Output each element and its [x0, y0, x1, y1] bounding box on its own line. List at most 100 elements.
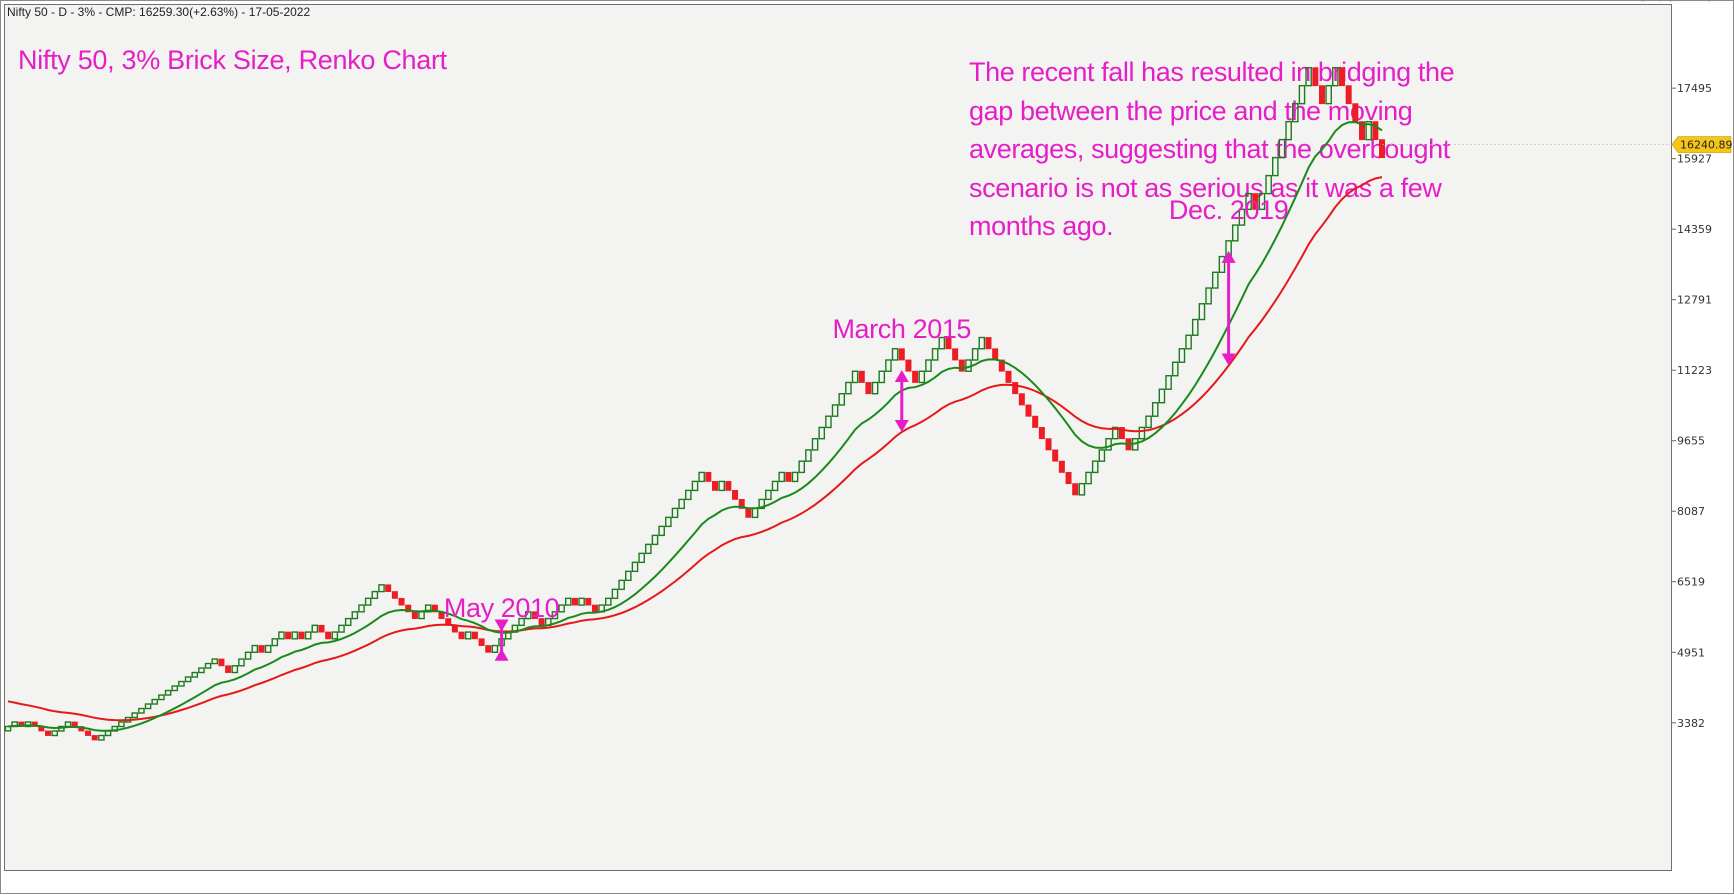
renko-brick-up [645, 543, 652, 555]
commentary-text: The recent fall has resulted in bridging… [969, 57, 1455, 241]
renko-brick-up [378, 584, 385, 593]
renko-brick-up [311, 624, 319, 633]
y-tick-label: 11223 [1677, 364, 1712, 377]
renko-brick-up [925, 359, 932, 372]
renko-brick-up [1332, 66, 1339, 87]
renko-brick-up [845, 381, 852, 395]
renko-brick-up [1365, 120, 1372, 141]
renko-brick-up [1085, 471, 1092, 485]
renko-brick-down [1339, 67, 1346, 87]
renko-brick-up [1138, 426, 1146, 440]
renko-brick-up [144, 703, 152, 710]
renko-brick-down [45, 730, 52, 736]
plot-area [4, 4, 1672, 871]
renko-brick-down [738, 499, 745, 509]
renko-brick-down [1025, 404, 1032, 417]
renko-brick-down [1005, 370, 1012, 383]
renko-brick-up [1238, 208, 1246, 226]
renko-brick-down [1312, 67, 1319, 87]
fast-moving-average-line [7, 121, 1383, 732]
renko-brick-down [732, 490, 739, 500]
renko-brick-up [1325, 84, 1332, 105]
renko-brick-up [98, 734, 105, 741]
renko-brick-up [938, 336, 946, 350]
renko-brick-up [611, 588, 619, 600]
renko-brick-up [291, 631, 299, 640]
renko-brick-down [478, 638, 485, 646]
renko-brick-down [1118, 427, 1125, 440]
renko-brick-up [178, 680, 185, 687]
renko-brick-down [958, 359, 965, 372]
renko-brick-up [1198, 303, 1206, 321]
renko-brick-up [831, 404, 839, 417]
renko-brick-up [564, 597, 572, 606]
renko-brick-up [371, 590, 379, 600]
renko-brick-up [625, 570, 632, 582]
renko-brick-down [285, 631, 292, 640]
renko-brick-up [805, 449, 812, 462]
slow-moving-average-line [7, 176, 1383, 722]
renko-brick-up [131, 712, 139, 719]
renko-brick-up [251, 644, 259, 653]
renko-brick-up [1178, 348, 1186, 363]
renko-brick-up [1191, 318, 1199, 336]
renko-brick-down [298, 631, 305, 640]
renko-brick-up [1211, 271, 1219, 289]
renko-brick-up [171, 685, 179, 692]
renko-brick-up [678, 498, 685, 510]
renko-brick-up [631, 561, 639, 573]
renko-brick-up [818, 426, 826, 440]
annotation-label: March 2015 [832, 314, 971, 344]
renko-brick-down [571, 597, 578, 606]
renko-brick-up [1171, 361, 1179, 377]
y-tick-label: 4951 [1677, 646, 1705, 659]
renko-brick-up [658, 525, 665, 537]
renko-brick-down [865, 382, 872, 395]
renko-brick-up [1145, 415, 1152, 429]
y-tick-label: 9655 [1677, 435, 1705, 448]
gap-arrow-head-up [1221, 250, 1236, 263]
renko-brick-up [138, 707, 145, 714]
renko-brick-up [231, 665, 239, 674]
renko-brick-up [1245, 192, 1252, 211]
renko-brick-up [524, 611, 532, 620]
renko-brick-up [691, 480, 699, 492]
y-tick-label: 17495 [1677, 82, 1712, 95]
renko-brick-up [791, 471, 799, 483]
renko-brick-up [778, 471, 786, 483]
renko-brick-up [1078, 482, 1086, 496]
renko-brick-down [1052, 449, 1059, 462]
renko-brick-up [331, 631, 339, 640]
renko-brick-up [851, 370, 859, 384]
renko-brick-up [424, 604, 432, 613]
renko-brick-up [811, 437, 819, 451]
renko-brick-down [411, 611, 418, 619]
renko-brick-down [325, 631, 332, 640]
gap-arrow-head-down [894, 420, 909, 433]
cmp-price-label: 16240.89 [1680, 139, 1733, 152]
renko-brick-down [318, 624, 325, 633]
renko-brick-down [391, 591, 398, 599]
renko-brick-up [665, 516, 672, 528]
renko-brick-down [91, 735, 98, 741]
renko-brick-up [351, 611, 359, 620]
renko-brick-down [1359, 121, 1366, 141]
renko-brick-up [151, 698, 159, 705]
renko-brick-down [531, 611, 538, 619]
renko-brick-up [1298, 84, 1306, 105]
renko-brick-up [1165, 375, 1172, 390]
renko-brick-up [1105, 437, 1112, 451]
renko-brick-up [358, 604, 365, 613]
renko-brick-down [705, 472, 712, 482]
renko-brick-up [638, 552, 645, 564]
renko-brick-down [1018, 393, 1025, 406]
renko-brick-up [1292, 102, 1299, 123]
renko-brick-down [858, 370, 865, 383]
gap-arrow-head-up [894, 369, 909, 382]
renko-brick-down [945, 337, 952, 350]
renko-brick-up [1271, 156, 1279, 177]
renko-brick-up [198, 667, 205, 674]
renko-brick-down [1352, 103, 1359, 123]
renko-brick-up [931, 348, 939, 361]
renko-brick-down [1372, 121, 1379, 141]
